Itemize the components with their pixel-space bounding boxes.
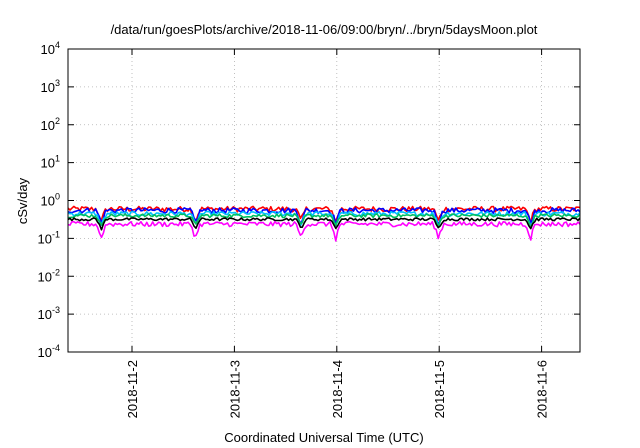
y-tick-label: 101 xyxy=(41,154,60,171)
y-tick-label: 10-1 xyxy=(38,229,60,246)
x-axis-label: Coordinated Universal Time (UTC) xyxy=(224,430,423,445)
chart-title: /data/run/goesPlots/archive/2018-11-06/0… xyxy=(111,22,538,37)
series-group xyxy=(67,205,581,242)
x-tick-label: 2018-11-3 xyxy=(227,360,242,418)
y-tick-label: 10-4 xyxy=(38,343,60,360)
x-tick-label: 2018-11-4 xyxy=(330,360,345,418)
y-tick-label: 103 xyxy=(41,78,60,95)
series-line-5 xyxy=(67,217,581,231)
y-tick-label: 104 xyxy=(41,40,60,57)
y-tick-label: 10-2 xyxy=(38,267,60,284)
y-tick-label: 10-3 xyxy=(38,305,60,322)
series-line-4 xyxy=(68,213,581,229)
y-axis-label: cSv/day xyxy=(15,177,30,224)
y-tick-label: 102 xyxy=(41,116,60,133)
series-line-6 xyxy=(67,220,581,242)
grid xyxy=(68,49,580,352)
y-tick-label: 100 xyxy=(41,192,60,209)
x-tick-label: 2018-11-2 xyxy=(125,360,140,418)
series-line-2 xyxy=(67,207,581,227)
y-axis: 10-4 10-3 10-2 10-1 100 101 102 103 104 xyxy=(38,40,580,360)
x-axis: 2018-11-2 2018-11-3 2018-11-4 2018-11-5 2018… xyxy=(125,49,550,418)
x-tick-label: 2018-11-6 xyxy=(535,360,550,418)
x-tick-label: 2018-11-5 xyxy=(432,360,447,418)
